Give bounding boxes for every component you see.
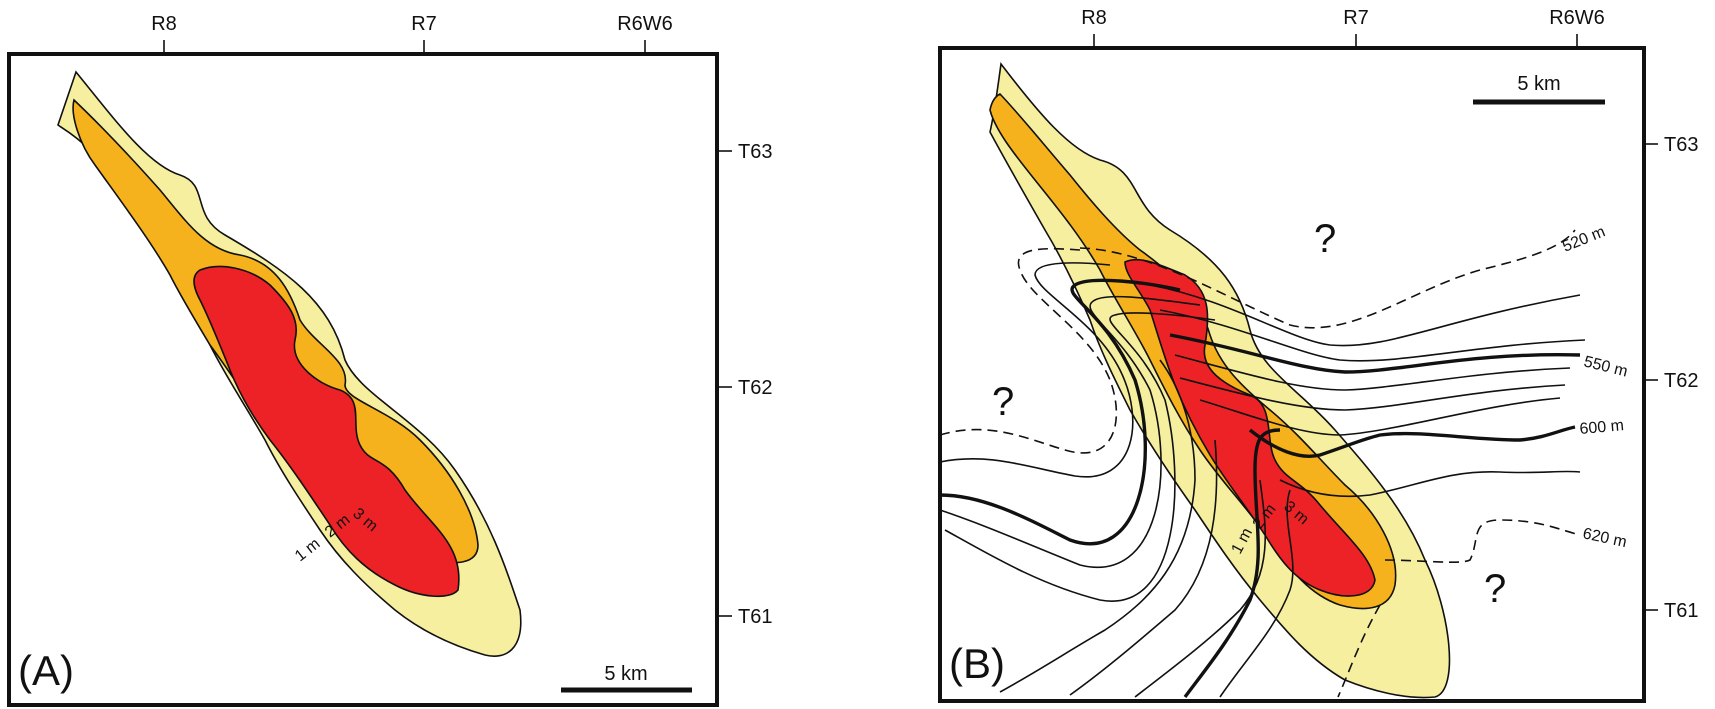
panel-label: (A) — [18, 647, 74, 694]
township-label-t63: T63 — [738, 141, 772, 163]
township-label-t61: T61 — [1664, 600, 1698, 622]
structure-contour-dashed — [1337, 604, 1381, 698]
structure-contour — [1199, 397, 1561, 436]
structure-contour — [944, 312, 1216, 602]
unknown-mark: ? — [1484, 567, 1506, 611]
structure-contour — [1279, 470, 1581, 498]
range-label-r7: R7 — [1343, 7, 1369, 29]
panel-a: R8 R7 R6W6 T63 T62 T61 3 m 2 m 1 m (A) 5… — [7, 13, 772, 707]
isopach-label-1m: 1 m — [292, 535, 323, 565]
elevation-label-620: 620 m — [1581, 525, 1628, 551]
township-label-t61: T61 — [738, 606, 772, 628]
structure-contour — [939, 295, 1201, 568]
scale-label: 5 km — [604, 663, 647, 685]
range-label-r6w6: R6W6 — [1549, 7, 1605, 29]
elevation-label-550: 550 m — [1582, 353, 1629, 380]
structure-contour-550 — [1169, 333, 1581, 374]
township-label-t62: T62 — [1664, 370, 1698, 392]
township-label-t62: T62 — [738, 377, 772, 399]
range-label-r7: R7 — [411, 13, 437, 35]
structure-contour — [939, 262, 1134, 478]
elevation-label-520: 520 m — [1560, 223, 1608, 255]
structure-contour — [1159, 309, 1586, 362]
scale-label: 5 km — [1517, 73, 1560, 95]
structure-contour — [1174, 354, 1571, 391]
structure-contour — [1219, 489, 1294, 698]
panel-a-frame — [7, 52, 719, 707]
structure-contour — [1134, 479, 1267, 698]
structure-contour-bold — [1183, 428, 1281, 699]
range-label-r8: R8 — [1081, 7, 1107, 29]
panel-label: (B) — [949, 640, 1005, 687]
structure-contour — [1069, 439, 1218, 696]
structure-contour — [999, 359, 1196, 693]
isopach-3m-area — [193, 265, 460, 598]
structure-contour-520 — [1079, 229, 1576, 329]
structure-contour — [1179, 377, 1566, 411]
structure-contour-dashed — [939, 247, 1118, 454]
range-label-r6w6: R6W6 — [617, 13, 673, 35]
unknown-mark: ? — [992, 380, 1014, 424]
panel-b-frame — [938, 46, 1646, 703]
structure-contour — [939, 278, 1181, 546]
structure-contour — [1149, 284, 1581, 347]
township-label-t63: T63 — [1664, 134, 1698, 156]
elevation-label-600: 600 m — [1579, 417, 1625, 438]
range-label-r8: R8 — [151, 13, 177, 35]
structure-contour-620 — [1384, 519, 1581, 564]
structure-contour-600 — [1248, 425, 1576, 458]
unknown-mark: ? — [1314, 217, 1336, 261]
panel-b: R8 R7 R6W6 T63 T62 T61 3 m 2 m 1 m 520 m… — [938, 7, 1698, 703]
